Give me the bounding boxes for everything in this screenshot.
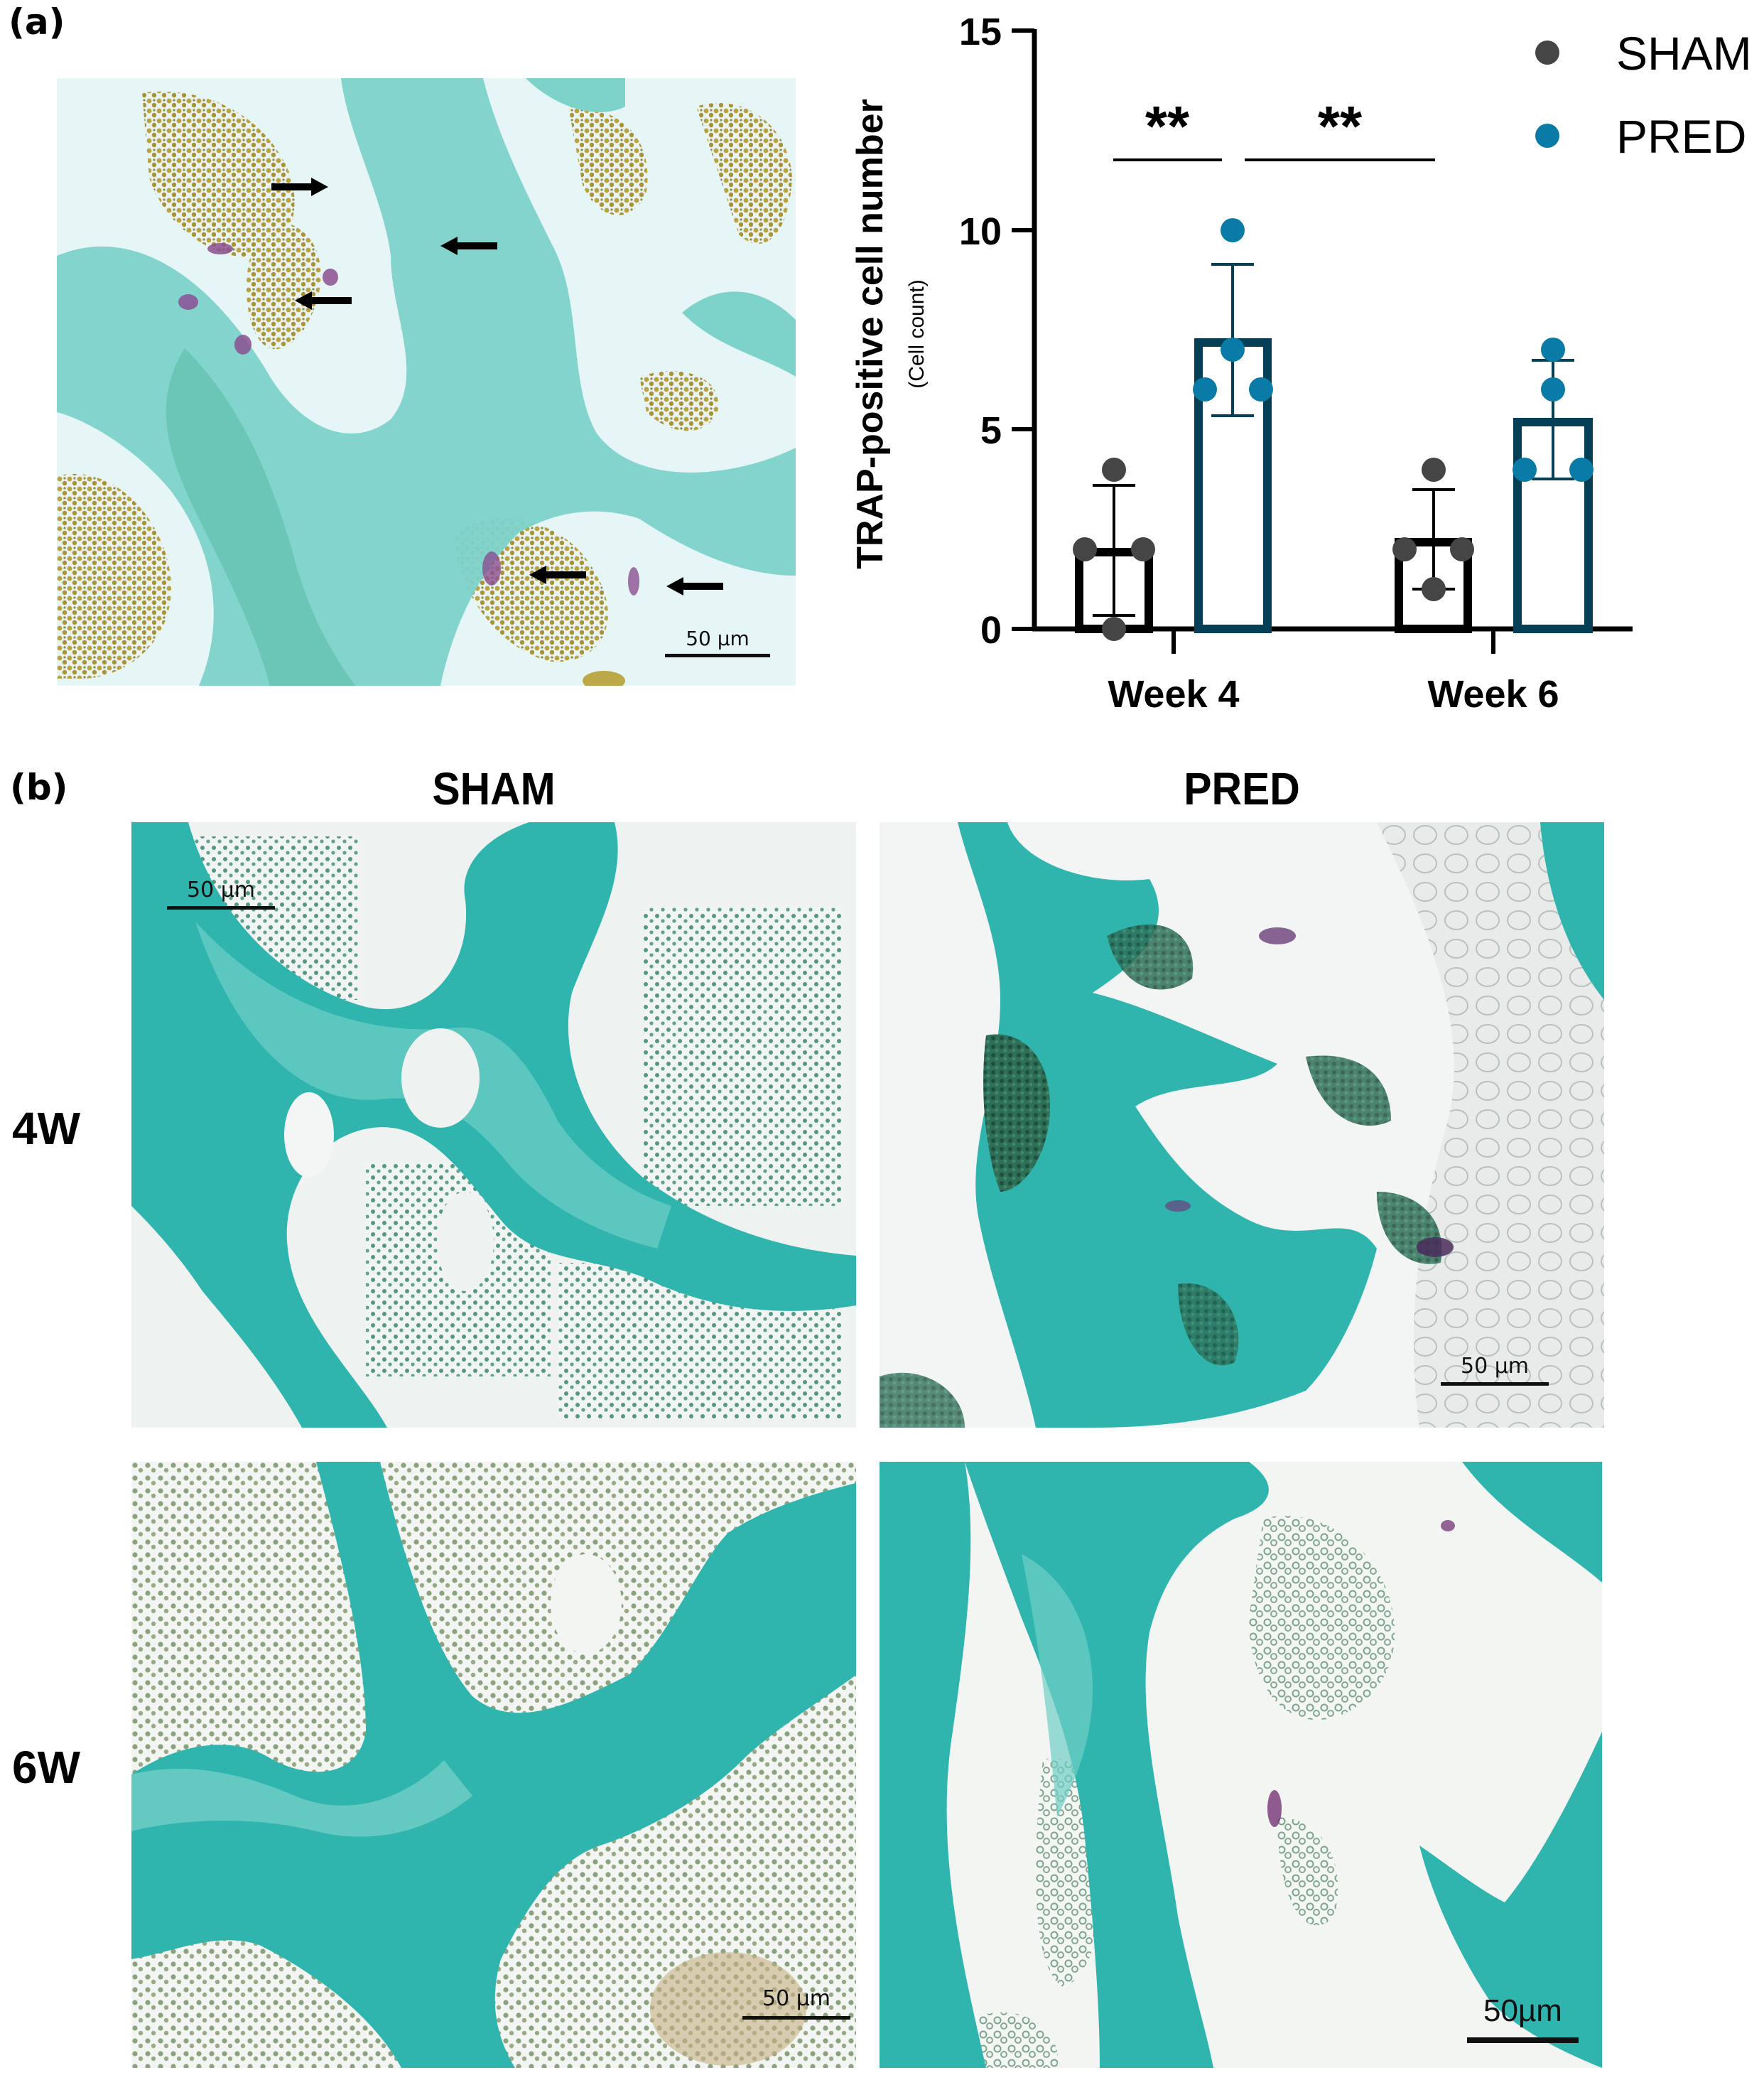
legend-marker-sham [1535, 41, 1559, 65]
micrograph-sham-4w: 50 µm [131, 822, 856, 1428]
legend-marker-pred [1535, 124, 1559, 148]
x-tick-label: Week 6 [1427, 673, 1559, 716]
significance-marker: ** [1145, 95, 1190, 158]
trap-bar-chart: 15 10 5 0 TRAP-positive cell number (Cel… [850, 11, 1752, 716]
points-sham-week6 [1392, 458, 1474, 601]
panel-b-label: (b) [10, 767, 68, 808]
column-header-pred: PRED [1184, 763, 1300, 814]
scale-bar: 50 µm [742, 1986, 850, 2023]
error-bar-sham-week4 [1093, 484, 1135, 617]
y-axis-sublabel: (Cell count) [905, 279, 929, 388]
panel-a-micrograph: 50 µm [57, 78, 796, 686]
micrograph-pred-6w: 50µm [880, 1462, 1602, 2068]
micrograph-pred-4w: 50 µm [880, 822, 1604, 1428]
row-header-6w: 6W [12, 1742, 80, 1793]
row-header-4w: 4W [12, 1103, 80, 1154]
chart-legend: SHAM PRED [1535, 27, 1752, 163]
points-sham-week4 [1073, 458, 1155, 641]
points-pred-week6 [1513, 338, 1593, 482]
micrograph-sham-6w: 50 µm [131, 1462, 856, 2068]
scale-bar: 50 µm [1441, 1354, 1549, 1389]
y-tick-label: 0 [980, 609, 1002, 652]
arrow-left-icon [295, 291, 352, 310]
points-pred-week4 [1193, 218, 1273, 402]
arrow-left-icon [666, 577, 723, 596]
column-header-sham: SHAM [432, 763, 556, 814]
legend-label-pred: PRED [1616, 110, 1746, 163]
panel-a-label: (a) [9, 1, 65, 43]
bone-section-image [57, 78, 796, 686]
y-tick-label: 10 [959, 210, 1002, 253]
legend-label-sham: SHAM [1616, 27, 1752, 80]
significance-marker: ** [1318, 95, 1363, 158]
scale-bar: 50 µm [167, 878, 275, 913]
arrow-left-icon [529, 566, 586, 584]
y-tick-label: 15 [959, 11, 1002, 53]
y-axis-label: TRAP-positive cell number [850, 99, 891, 569]
scale-bar: 50µm [1467, 1993, 1579, 2047]
y-tick-label: 5 [980, 409, 1002, 452]
scale-bar: 50 µm [665, 627, 770, 662]
x-tick-label: Week 4 [1108, 673, 1239, 716]
arrow-right-icon [271, 178, 328, 196]
arrow-left-icon [440, 237, 497, 255]
